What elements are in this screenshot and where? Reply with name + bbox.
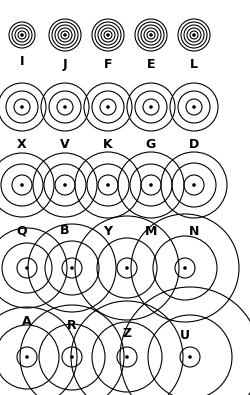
Circle shape <box>106 105 110 109</box>
Text: B: B <box>60 224 70 237</box>
Circle shape <box>20 105 24 109</box>
Text: F: F <box>104 58 112 71</box>
Text: U: U <box>180 329 190 342</box>
Circle shape <box>70 355 74 359</box>
Circle shape <box>192 183 196 187</box>
Circle shape <box>63 105 67 109</box>
Circle shape <box>192 105 196 109</box>
Text: A: A <box>22 315 32 328</box>
Text: L: L <box>190 58 198 71</box>
Text: G: G <box>146 138 156 151</box>
Circle shape <box>149 33 153 37</box>
Text: X: X <box>17 138 27 151</box>
Text: E: E <box>147 58 155 71</box>
Circle shape <box>70 266 74 270</box>
Circle shape <box>188 355 192 359</box>
Text: Z: Z <box>122 327 132 340</box>
Text: R: R <box>67 319 77 332</box>
Circle shape <box>106 183 110 187</box>
Text: J: J <box>63 58 67 71</box>
Circle shape <box>63 33 67 37</box>
Circle shape <box>20 33 24 37</box>
Text: I: I <box>20 55 24 68</box>
Circle shape <box>125 266 129 270</box>
Text: Q: Q <box>17 224 27 237</box>
Text: D: D <box>189 138 199 151</box>
Circle shape <box>63 183 67 187</box>
Circle shape <box>125 355 129 359</box>
Circle shape <box>149 183 153 187</box>
Text: V: V <box>60 138 70 151</box>
Circle shape <box>183 266 187 270</box>
Circle shape <box>149 105 153 109</box>
Text: Y: Y <box>104 225 112 238</box>
Text: M: M <box>145 225 157 238</box>
Circle shape <box>25 266 29 270</box>
Text: K: K <box>103 138 113 151</box>
Circle shape <box>192 33 196 37</box>
Text: N: N <box>189 225 199 238</box>
Circle shape <box>20 183 24 187</box>
Circle shape <box>25 355 29 359</box>
Circle shape <box>106 33 110 37</box>
